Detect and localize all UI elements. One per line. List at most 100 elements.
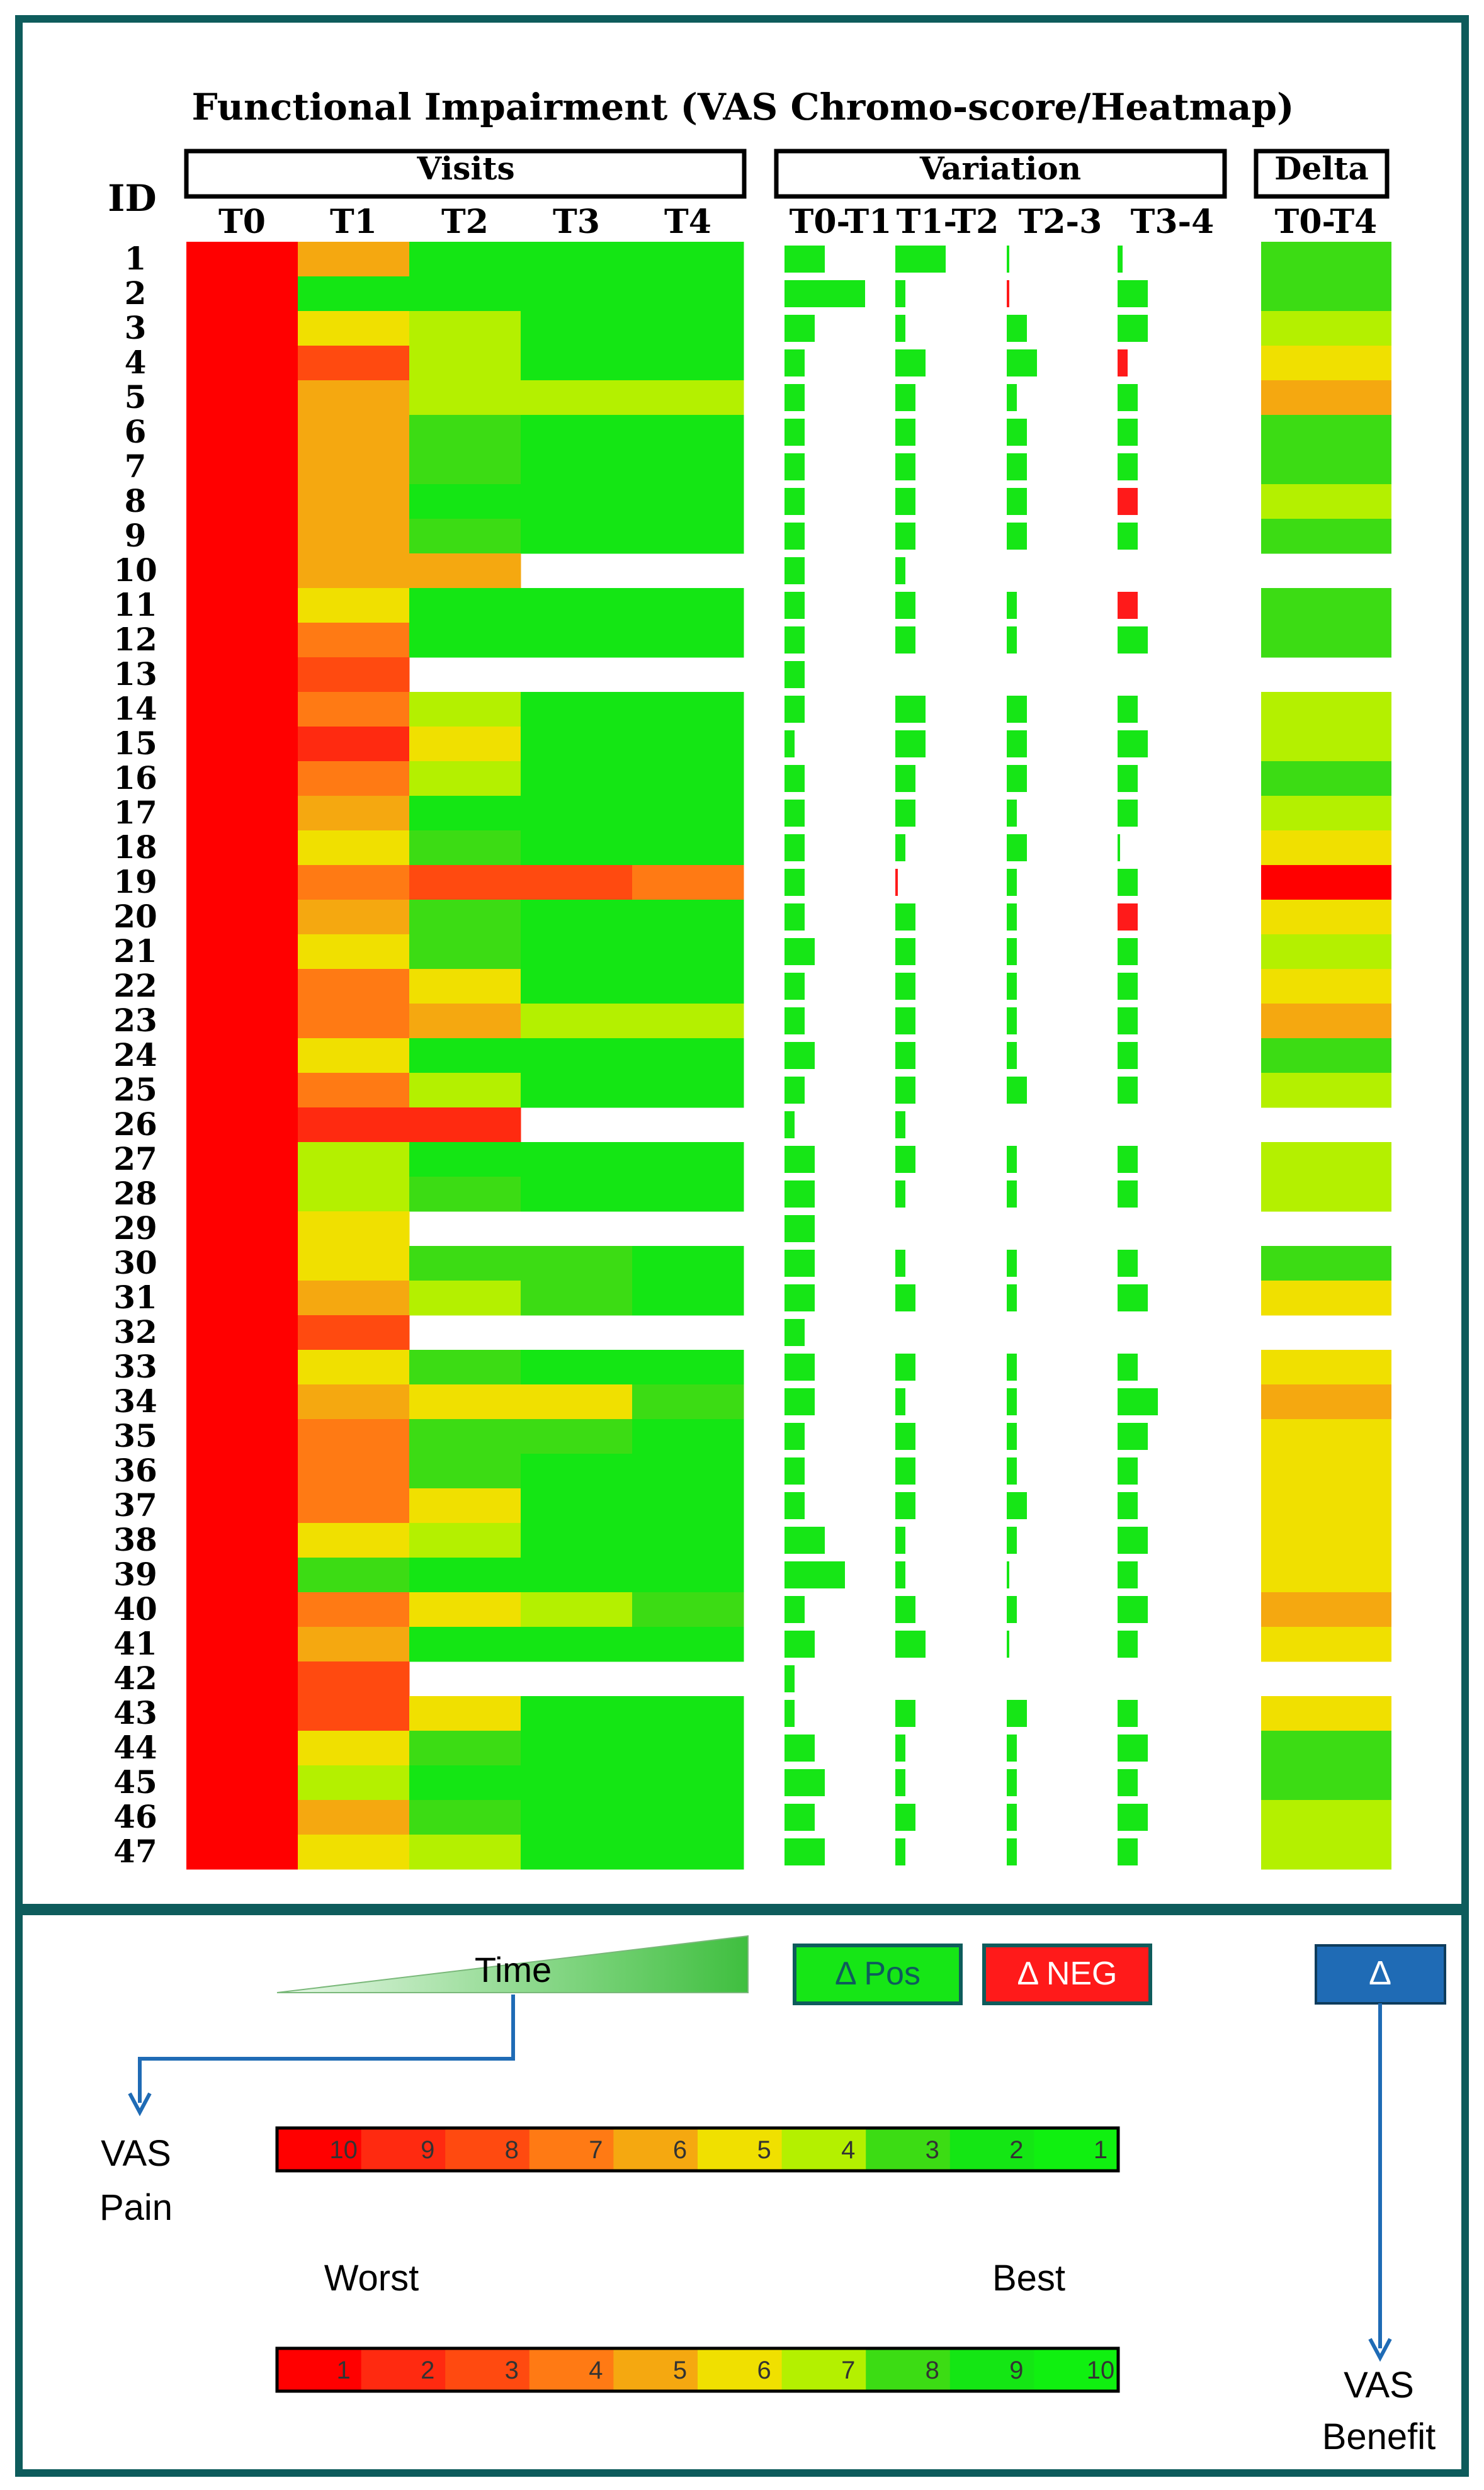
delta-cell xyxy=(1261,934,1391,970)
delta-pos-box xyxy=(793,1944,963,2005)
variation-bar xyxy=(895,1146,915,1173)
delta-cell xyxy=(1261,242,1391,277)
variation-bar xyxy=(784,1457,805,1485)
heatmap-cell xyxy=(521,346,633,381)
variation-bar xyxy=(1007,696,1027,723)
variation-bar xyxy=(1007,1180,1017,1208)
scale-swatch xyxy=(361,2128,446,2171)
row-id-label: 20 xyxy=(113,898,157,935)
heatmap-cell xyxy=(409,934,521,970)
heatmap-cell xyxy=(298,623,410,658)
delta-cell xyxy=(1261,1731,1391,1766)
variation-bar xyxy=(784,1042,815,1069)
variation-bar xyxy=(1118,1284,1148,1311)
variation-bar xyxy=(784,626,805,654)
variation-bar xyxy=(1007,1769,1017,1796)
delta-cell xyxy=(1261,1800,1391,1835)
heatmap-cell xyxy=(521,450,633,485)
delta-cell xyxy=(1261,623,1391,658)
heatmap-cell xyxy=(186,969,298,1004)
variation-bar xyxy=(1007,419,1027,446)
delta-cell xyxy=(1261,311,1391,346)
scale-tick-label: 6 xyxy=(757,2357,771,2384)
variation-bar xyxy=(784,1423,805,1450)
heatmap-cell xyxy=(409,1627,521,1662)
variation-bar xyxy=(1118,1250,1138,1277)
delta-cell xyxy=(1261,796,1391,831)
heatmap-cell xyxy=(298,1765,410,1801)
heatmap-cell xyxy=(186,1038,298,1073)
variation-bar xyxy=(895,1423,915,1450)
row-id-label: 16 xyxy=(113,759,157,796)
heatmap-cell xyxy=(521,830,633,866)
delta-cell xyxy=(1261,1592,1391,1627)
chart-title: Functional Impairment (VAS Chromo-score/… xyxy=(192,86,1294,128)
heatmap-cell xyxy=(409,1038,521,1073)
heatmap-cell xyxy=(409,1765,521,1801)
heatmap-cell xyxy=(186,450,298,485)
heatmap-cell xyxy=(298,1177,410,1212)
variation-bar xyxy=(1007,730,1027,757)
scale-tick-label: 9 xyxy=(1009,2357,1023,2384)
heatmap-cell xyxy=(409,1835,521,1870)
scale-swatch xyxy=(949,2128,1034,2171)
heatmap-cell xyxy=(409,1696,521,1731)
delta-cell xyxy=(1261,484,1391,519)
heatmap-cell xyxy=(298,1731,410,1766)
variation-bar xyxy=(784,1735,815,1762)
scale-tick-label: 3 xyxy=(926,2136,939,2164)
scale-swatch xyxy=(445,2348,530,2391)
scale-tick-label: 3 xyxy=(505,2357,519,2384)
delta-cell xyxy=(1261,1419,1391,1454)
heatmap-cell xyxy=(632,242,744,277)
heatmap-cell xyxy=(186,311,298,346)
row-id-label: 2 xyxy=(125,274,147,312)
variation-bar xyxy=(1118,488,1138,515)
variation-bar xyxy=(895,1700,915,1727)
variation-bar xyxy=(1007,280,1009,307)
heatmap-cell xyxy=(186,1835,298,1870)
variation-bar xyxy=(1118,800,1138,827)
heatmap-cell xyxy=(632,1004,744,1039)
scale-swatch xyxy=(698,2348,783,2391)
variation-bar xyxy=(1007,1250,1017,1277)
heatmap-cell xyxy=(521,1419,633,1454)
variation-bar xyxy=(1118,592,1138,619)
heatmap-cell xyxy=(632,692,744,727)
scale-swatch xyxy=(866,2348,951,2391)
variation-bar xyxy=(895,1111,905,1138)
heatmap-cell xyxy=(409,761,521,796)
heatmap-cell xyxy=(298,1592,410,1627)
variation-bar xyxy=(784,1007,805,1034)
heatmap-cell xyxy=(632,1038,744,1073)
heatmap-cell xyxy=(521,1488,633,1524)
heatmap-cell xyxy=(521,727,633,762)
variation-bar xyxy=(895,938,915,965)
variation-bar xyxy=(784,1111,795,1138)
variation-bar xyxy=(784,1665,795,1692)
variation-bar xyxy=(1007,765,1027,792)
variation-bar xyxy=(1007,1735,1017,1762)
heatmap-cell xyxy=(632,1523,744,1558)
variation-bar xyxy=(895,1284,915,1311)
variation-bar xyxy=(1007,1388,1017,1415)
heatmap-cell xyxy=(521,1281,633,1316)
row-id-label: 29 xyxy=(113,1209,157,1247)
delta-neg-box xyxy=(982,1944,1152,2005)
heatmap-cell xyxy=(521,380,633,416)
visit-col-header: T4 xyxy=(664,203,711,241)
heatmap-cell xyxy=(186,1281,298,1316)
variation-bar xyxy=(895,1596,915,1623)
scale-tick-label: 9 xyxy=(421,2136,434,2164)
heatmap-cell xyxy=(186,1592,298,1627)
variation-bar xyxy=(895,280,905,307)
heatmap-cell xyxy=(186,1350,298,1385)
heatmap-cell xyxy=(521,1038,633,1073)
row-id-label: 27 xyxy=(113,1140,157,1177)
variation-bar xyxy=(1007,1596,1017,1623)
heatmap-cell xyxy=(298,1211,410,1247)
delta-cell xyxy=(1261,1558,1391,1593)
row-id-label: 10 xyxy=(113,552,157,589)
heatmap-cell xyxy=(521,1246,633,1281)
heatmap-cell xyxy=(409,1558,521,1593)
